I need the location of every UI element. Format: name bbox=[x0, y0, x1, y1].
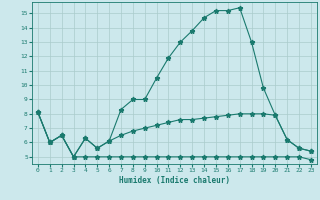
X-axis label: Humidex (Indice chaleur): Humidex (Indice chaleur) bbox=[119, 176, 230, 185]
